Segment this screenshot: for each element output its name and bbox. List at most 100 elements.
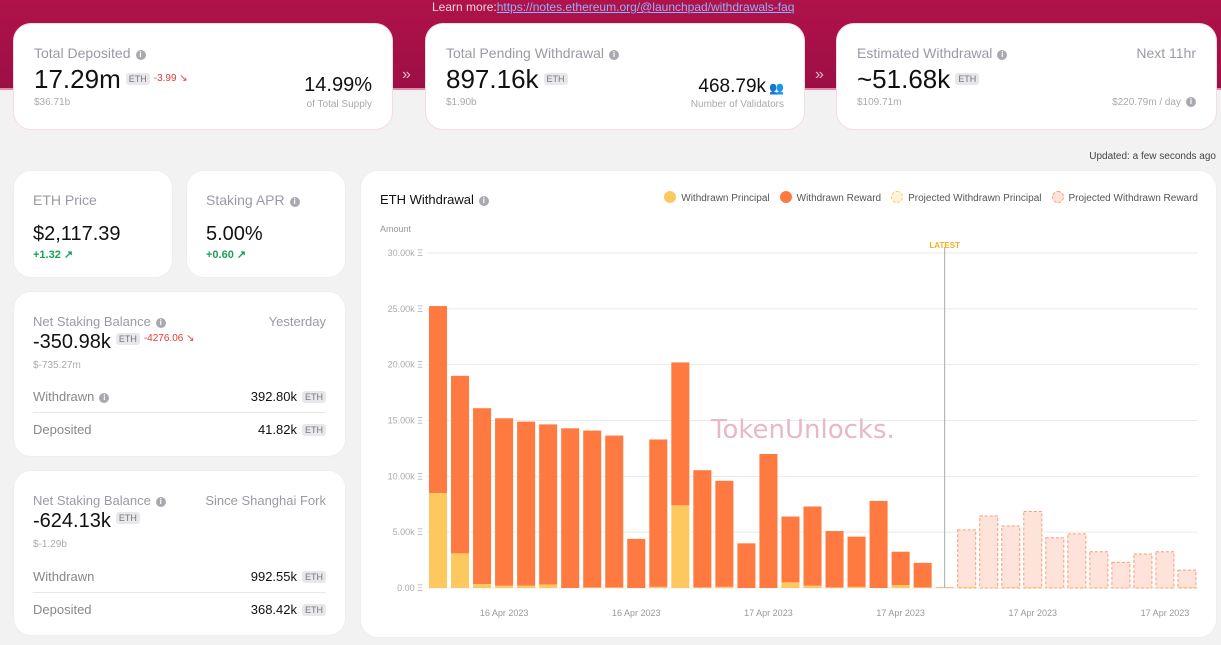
principal-bar [451, 553, 470, 588]
chevrons-icon: » [402, 66, 411, 83]
info-icon[interactable]: i [997, 50, 1008, 60]
change: -3.99 ↘ [153, 73, 188, 84]
apr-label: Staking APR i [206, 192, 300, 208]
legend-item[interactable]: Withdrawn Principal [664, 191, 770, 204]
apr-value: 5.00% [206, 223, 263, 245]
chart-title: ETH Withdrawal i [380, 192, 489, 207]
principal-bar [847, 586, 866, 588]
y-axis-label: Amount [380, 224, 412, 234]
learn-more: Learn more:https://notes.ethereum.org/@l… [432, 0, 794, 14]
projected-reward-bar [1133, 553, 1153, 589]
estimated-label: Estimated Withdrawal i [857, 45, 1008, 61]
validators-value: 468.79k 👥 [698, 76, 784, 97]
principal-bar [539, 584, 558, 588]
reward-bar [495, 418, 514, 586]
net-value: -350.98k ETH -4276.06 ↘ [33, 331, 195, 353]
y-tick-label: 30.00k Ξ [388, 248, 424, 258]
legend-swatch [664, 191, 677, 203]
withdrawn-row: Withdrawn 992.55k ETH [33, 569, 326, 584]
projected-principal-bar [957, 586, 976, 588]
principal-bar [473, 584, 492, 588]
reward-bar [759, 454, 778, 588]
principal-bar [649, 586, 668, 588]
estimated-withdrawal-card: Estimated Withdrawal i Next 11hr ~51.68k E… [836, 23, 1217, 130]
estimated-value: ~51.68k ETH [857, 64, 980, 95]
total-deposited-value: 17.29m ETH -3.99 ↘ [34, 64, 188, 94]
withdrawn-row: Withdrawn i 392.80k ETH [33, 389, 326, 404]
info-icon[interactable]: i [289, 197, 300, 207]
legend-swatch [1051, 191, 1064, 203]
eth-badge: ETH [543, 73, 568, 85]
eth-badge: ETH [955, 73, 980, 85]
x-tick-label: 16 Apr 2023 [612, 608, 661, 618]
x-tick-label: 17 Apr 2023 [1009, 608, 1058, 618]
principal-bar [517, 585, 536, 588]
projected-reward-bar [1045, 537, 1065, 589]
eth-price-label: ETH Price [33, 192, 97, 208]
faq-link[interactable]: https://notes.ethereum.org/@launchpad/wi… [496, 0, 795, 14]
eth-price-card: ETH Price $2,117.39 +1.32 ↗ [13, 170, 173, 278]
info-icon[interactable]: i [99, 393, 110, 403]
reward-bar [781, 516, 800, 583]
divider [33, 412, 326, 413]
info-icon[interactable]: i [1186, 97, 1196, 107]
pending-label: Total Pending Withdrawal i [446, 45, 619, 61]
reward-bar [891, 551, 910, 586]
total-deposited-label: Total Deposited i [34, 45, 146, 61]
reward-bar [693, 470, 712, 588]
tokenunlocks-watermark: TokenUnlocks. [710, 415, 895, 445]
projected-principal-bar [1177, 586, 1196, 588]
legend-swatch [779, 191, 792, 203]
info-icon[interactable]: i [135, 50, 146, 60]
legend-item[interactable]: Withdrawn Reward [779, 191, 881, 204]
supply-label: of Total Supply [306, 99, 372, 110]
info-icon[interactable]: i [608, 50, 619, 60]
principal-bar [781, 582, 800, 588]
usd-value: $109.71m [857, 97, 902, 108]
principal-bar [605, 587, 624, 588]
info-icon[interactable]: i [155, 318, 166, 328]
usd-value: $1.90b [446, 97, 477, 108]
reward-bar [649, 439, 668, 587]
projected-reward-bar [1001, 525, 1021, 589]
eth-badge: ETH [115, 512, 140, 524]
projected-principal-bar [1155, 587, 1174, 588]
reward-bar [561, 428, 580, 588]
legend-swatch [891, 191, 904, 203]
eth-badge: ETH [125, 73, 150, 85]
withdrawal-bar-chart: 0.00 Ξ 5.00k Ξ 10.00k Ξ 15.00k Ξ 20.00k Ξ 25.… [388, 241, 1198, 618]
projected-reward-bar [1155, 551, 1175, 589]
projected-principal-bar [1023, 586, 1042, 588]
usd-value: $-1.29b [33, 539, 67, 550]
principal-bar [693, 587, 712, 588]
principal-bar [715, 586, 734, 588]
y-tick-label: 20.00k Ξ [388, 360, 424, 370]
users-icon: 👥 [769, 81, 784, 95]
net-balance-yesterday-card: Net Staking Balance i Yesterday -350.98k E… [13, 291, 346, 457]
per-day: $220.79m / day i [1112, 97, 1196, 108]
reward-bar [605, 435, 624, 588]
eth-price-change: +1.32 ↗ [33, 249, 74, 261]
legend-item[interactable]: Projected Withdrawn Principal [891, 191, 1042, 204]
reward-bar [869, 500, 888, 588]
info-icon[interactable]: i [478, 196, 489, 206]
projected-principal-bar [1089, 587, 1108, 588]
y-tick-label: 10.00k Ξ [388, 471, 424, 481]
y-tick-label: 0.00 Ξ [397, 583, 423, 593]
change: -4276.06 ↘ [143, 333, 195, 344]
x-tick-label: 17 Apr 2023 [876, 608, 925, 618]
usd-value: $-735.27m [33, 360, 81, 371]
chart-legend: Withdrawn Principal Withdrawn Reward Pro… [664, 191, 1198, 204]
net-balance-shanghai-card: Net Staking Balance i Since Shanghai Fork… [13, 470, 346, 636]
latest-label: LATEST [929, 241, 960, 250]
reward-bar [451, 375, 470, 554]
eth-price-value: $2,117.39 [33, 223, 121, 245]
divider [33, 592, 326, 593]
reward-bar [517, 421, 536, 586]
info-icon[interactable]: i [155, 497, 166, 507]
legend-item[interactable]: Projected Withdrawn Reward [1051, 191, 1198, 204]
period: Yesterday [268, 314, 326, 329]
net-label: Net Staking Balance i [33, 314, 166, 329]
y-tick-label: 15.00k Ξ [388, 416, 424, 426]
reward-bar [737, 543, 756, 588]
